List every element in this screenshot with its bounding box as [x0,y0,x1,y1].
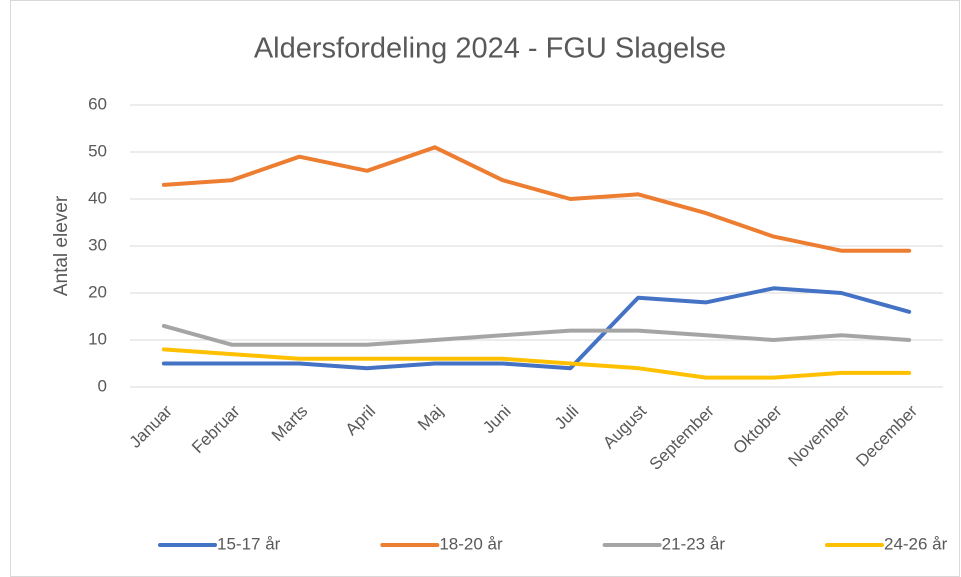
series-line [161,323,912,347]
series-line [161,286,912,371]
y-tick-label: 50 [88,141,107,160]
series-line [161,145,912,253]
chart-title: Aldersfordeling 2024 - FGU Slagelse [254,33,726,65]
y-tick-label: 30 [88,235,107,254]
chart-border [10,0,960,577]
legend-label: 24-26 år [884,534,948,553]
legend-label: 15-17 år [217,534,281,553]
y-tick-label: 10 [88,329,107,348]
y-axis-label: Antal elever [51,195,72,296]
y-tick-label: 40 [88,188,107,207]
legend-label: 21-23 år [662,534,726,553]
series-line [161,347,912,380]
legend-label: 18-20 år [439,534,503,553]
y-tick-label: 20 [88,282,107,301]
y-tick-label: 0 [98,376,107,395]
y-tick-label: 60 [88,94,107,113]
